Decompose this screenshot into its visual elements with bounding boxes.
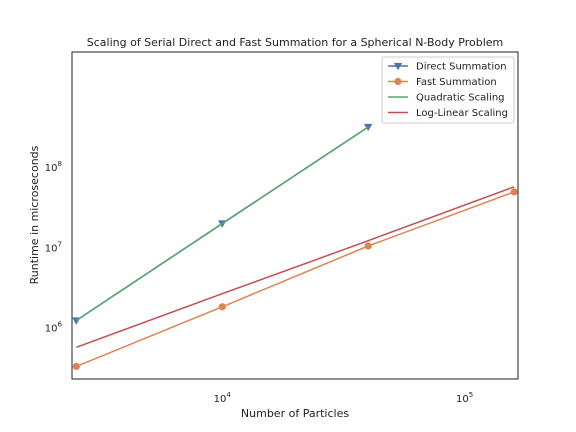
- y-axis: 106 107 108: [45, 160, 63, 335]
- x-tick-label-1: 105: [456, 391, 473, 405]
- legend-label-direct-summation: Direct Summation: [416, 62, 507, 73]
- y-tick-label-2: 108: [45, 160, 62, 174]
- chart-title: Scaling of Serial Direct and Fast Summat…: [87, 36, 504, 49]
- legend: Direct Summation Fast Summation Quadratic …: [382, 57, 514, 123]
- legend-label-fast-summation: Fast Summation: [416, 77, 497, 88]
- legend-marker-fast-summation: [394, 78, 401, 85]
- y-tick-label-0: 106: [45, 321, 63, 335]
- data-point-fast-summation-1: [219, 303, 226, 310]
- x-axis-label: Number of Particles: [241, 407, 349, 420]
- x-axis: 104 105: [214, 391, 474, 405]
- legend-label-log-linear-scaling: Log-Linear Scaling: [416, 108, 508, 119]
- data-point-fast-summation-0: [73, 363, 80, 370]
- data-point-fast-summation-3: [511, 188, 518, 195]
- y-axis-label: Runtime in microseconds: [28, 145, 41, 284]
- legend-label-quadratic-scaling: Quadratic Scaling: [416, 93, 505, 104]
- x-tick-label-0: 104: [214, 391, 232, 405]
- y-tick-label-1: 107: [45, 240, 62, 254]
- data-point-fast-summation-2: [365, 242, 372, 249]
